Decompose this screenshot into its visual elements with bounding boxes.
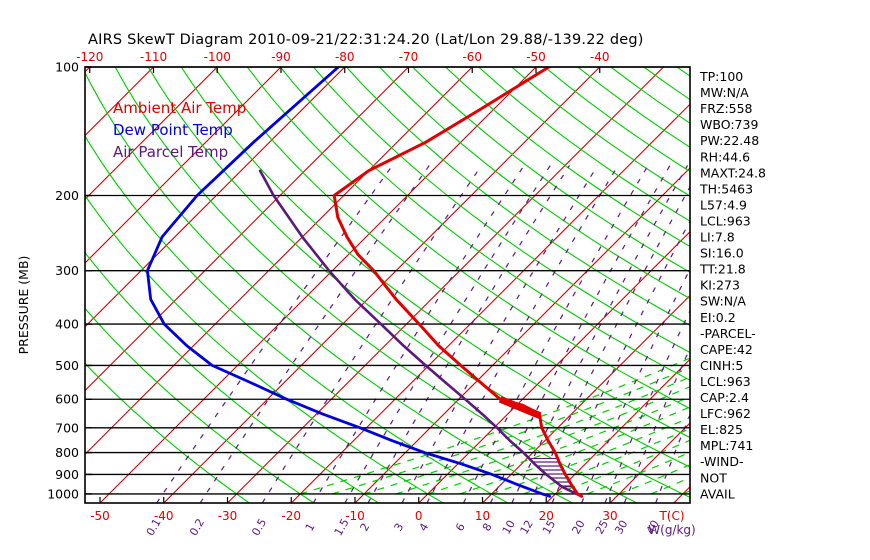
- gridlines-group: [85, 67, 690, 503]
- panel-row-lcl: LCL:963: [700, 374, 751, 389]
- panel-row-lfc: LFC:962: [700, 406, 751, 421]
- legend: Ambient Air Temp Dew Point Temp Air Parcel…: [113, 99, 246, 161]
- pressure-tick-label: 800: [55, 445, 79, 460]
- top-temp-tick-label: -110: [140, 50, 167, 64]
- dewpoint-curve: [146, 67, 552, 498]
- bottom-temp-tick-label: -10: [345, 509, 365, 523]
- legend-item-2: Dew Point Temp: [113, 121, 233, 139]
- pressure-tick-label: 300: [55, 263, 79, 278]
- derived-parameters-panel: TP:100MW:N/AFRZ:558WBO:739PW:22.48RH:44.…: [699, 69, 766, 501]
- legend-item-1: Ambient Air Temp: [113, 99, 246, 117]
- top-temp-tick-label: -120: [76, 50, 103, 64]
- panel-row-maxt: MAXT:24.8: [700, 165, 766, 180]
- panel-row-wind: -WIND-: [700, 454, 744, 469]
- mixing-ratio-tick-label: 0.5: [249, 516, 269, 538]
- mixing-ratio-tick-label: 0.2: [187, 516, 207, 538]
- mixing-ratio-tick-label: 20: [569, 518, 587, 537]
- temp-unit-label: T(C): [658, 509, 684, 523]
- bottom-temp-axis: -50 -40 -30 -20 -10 0 10 20 30 T(C): [90, 497, 685, 523]
- mixing-ratio-tick-label: 30: [612, 518, 630, 537]
- parcel-temp-curve: [258, 169, 583, 498]
- top-temp-tick-label: -70: [399, 50, 419, 64]
- panel-row-li: LI:7.8: [700, 230, 735, 245]
- pressure-tick-label: 900: [55, 467, 79, 482]
- mixing-ratio-tick-label: 12: [518, 518, 536, 537]
- pressure-tick-label: 600: [55, 392, 79, 407]
- panel-row-si: SI:16.0: [700, 246, 744, 261]
- panel-row-frz: FRZ:558: [700, 101, 753, 116]
- panel-row-pw: PW:22.48: [700, 133, 759, 148]
- plot-frame: [84, 66, 691, 504]
- top-temp-tick-label: -50: [526, 50, 546, 64]
- top-temp-tick-label: -80: [335, 50, 355, 64]
- panel-row-parcel: -PARCEL-: [700, 326, 756, 341]
- panel-row-ki: KI:273: [700, 278, 740, 293]
- bottom-temp-tick-label: 10: [475, 509, 490, 523]
- bottom-temp-tick-label: -50: [90, 509, 110, 523]
- mixing-ratio-tick-label: 2: [358, 521, 373, 534]
- bottom-temp-tick-label: -30: [218, 509, 238, 523]
- panel-row-lcl: LCL:963: [700, 213, 751, 228]
- top-temp-tick-label: -40: [590, 50, 610, 64]
- bottom-temp-tick-label: 30: [602, 509, 617, 523]
- panel-row-avail: AVAIL: [700, 486, 735, 501]
- panel-row-tp: TP:100: [699, 69, 743, 84]
- ambient-temp-curve: [332, 67, 584, 498]
- dry-adiabat-lines: [85, 67, 690, 503]
- pressure-tick-label: 1000: [47, 486, 79, 501]
- panel-row-rh: RH:44.6: [700, 149, 750, 164]
- bottom-temp-tick-label: 0: [415, 509, 423, 523]
- panel-row-mw: MW:N/A: [700, 85, 749, 100]
- mixing-ratio-tick-label: 10: [500, 518, 518, 537]
- mixing-ratio-tick-label: 40: [644, 518, 662, 537]
- mixing-ratio-unit-label: W(g/kg): [648, 523, 695, 537]
- mixing-ratio-tick-label: 15: [540, 518, 558, 537]
- panel-row-sw: SW:N/A: [700, 294, 746, 309]
- pressure-tick-label: 100: [55, 60, 79, 75]
- top-temp-tick-label: -90: [271, 50, 291, 64]
- mixing-ratio-tick-label: 4: [417, 521, 432, 534]
- top-temp-tick-label: -60: [462, 50, 482, 64]
- ambient-temp-thick-segment: [498, 395, 542, 419]
- panel-row-l57: L57:4.9: [700, 197, 747, 212]
- top-temp-axis: -120 -110 -100 -90 -80 -70 -60 -50 -40: [76, 50, 610, 73]
- bottom-temp-tick-label: -40: [154, 509, 174, 523]
- mixing-ratio-tick-label: 25: [593, 518, 611, 537]
- pressure-tick-label: 400: [55, 317, 79, 332]
- panel-row-ei: EI:0.2: [700, 310, 736, 325]
- legend-item-3: Air Parcel Temp: [113, 143, 228, 161]
- mixing-ratio-tick-label: 3: [392, 521, 407, 534]
- mixing-ratio-tick-label: 6: [453, 521, 468, 534]
- pressure-tick-label: 200: [55, 188, 79, 203]
- panel-row-cinh: CINH:5: [700, 358, 743, 373]
- panel-row-mpl: MPL:741: [700, 438, 753, 453]
- panel-row-cape: CAPE:42: [700, 342, 753, 357]
- pressure-tick-label: 500: [55, 358, 79, 373]
- panel-row-tt: TT:21.8: [699, 262, 746, 277]
- panel-row-el: EL:825: [700, 422, 743, 437]
- page-title: AIRS SkewT Diagram 2010-09-21/22:31:24.2…: [88, 32, 644, 48]
- bottom-temp-tick-label: -20: [281, 509, 301, 523]
- panel-row-wbo: WBO:739: [700, 117, 758, 132]
- top-temp-tick-label: -100: [204, 50, 231, 64]
- pressure-axis: 100 200 300 400 500 600 700 800 900 1000 PRESSURE …: [16, 60, 92, 501]
- pressure-tick-label: 700: [55, 420, 79, 435]
- bottom-temp-tick-label: 20: [539, 509, 554, 523]
- cape-region: [527, 458, 574, 488]
- panel-row-not: NOT: [700, 470, 727, 485]
- panel-row-cap: CAP:2.4: [700, 390, 749, 405]
- panel-row-th: TH:5463: [699, 181, 753, 196]
- mixing-ratio-tick-label: 1: [303, 521, 318, 534]
- y-axis-title: PRESSURE (MB): [16, 256, 31, 355]
